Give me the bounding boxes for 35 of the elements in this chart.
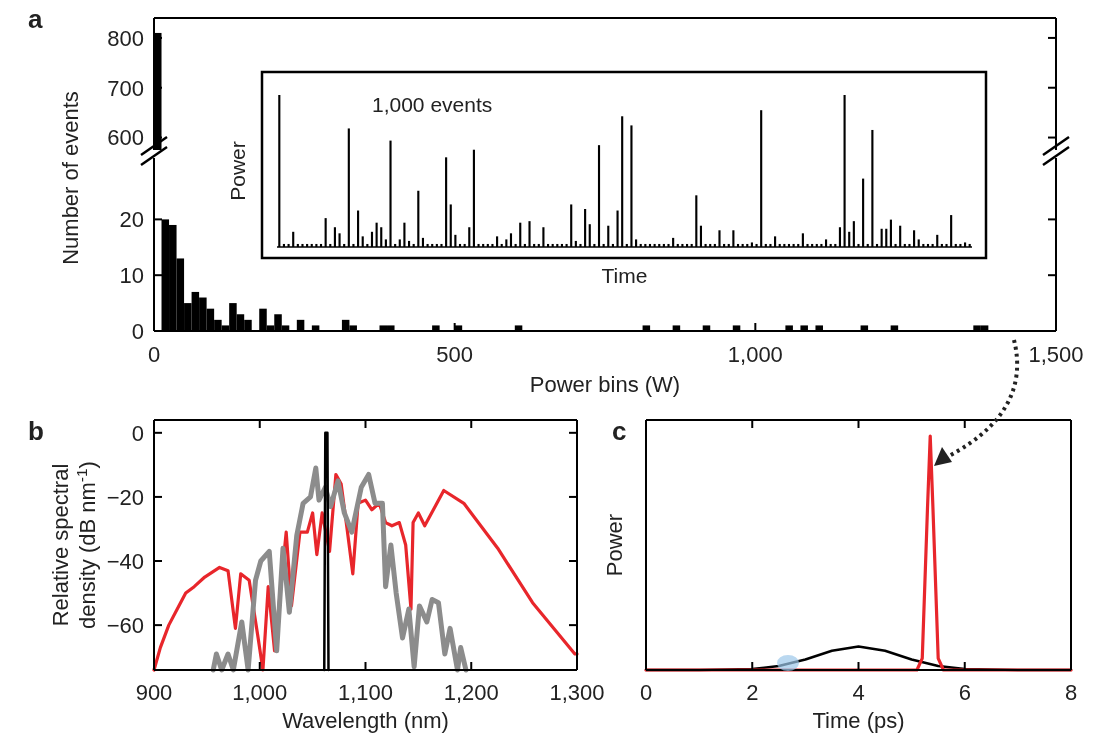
x-tick-label: 1,500	[1028, 342, 1084, 367]
x-tick-label: 1,000	[232, 680, 288, 705]
x-tick-label: 1,000	[727, 342, 783, 367]
y-tick-label: 600	[107, 125, 144, 151]
y-tick-label: −60	[106, 613, 144, 639]
y-tick-label: 20	[119, 207, 144, 233]
x-axis-title: Wavelength (nm)	[282, 708, 449, 733]
x-tick-label: 0	[147, 342, 161, 367]
y-axis-title: Number of events	[58, 91, 83, 265]
x-tick-label: 0	[639, 680, 653, 705]
y-tick-label: 700	[107, 75, 144, 101]
x-tick-label: 2	[746, 680, 759, 705]
x-tick-label: 1,300	[549, 680, 605, 705]
y-tick-label: 0	[131, 318, 144, 344]
x-tick-label: 1,100	[337, 680, 394, 705]
chart-title: b	[28, 416, 44, 446]
x-tick-label: 6	[958, 680, 971, 705]
x-tick-label: 500	[436, 342, 474, 367]
x-tick-label: 4	[852, 680, 865, 705]
annotation: 1,000 events	[372, 93, 493, 116]
y-tick-label: −20	[106, 484, 144, 510]
y-tick-label: −40	[106, 548, 144, 574]
y-axis-title: Power	[226, 141, 249, 201]
x-tick-label: 8	[1064, 680, 1078, 705]
x-tick-label: 1,200	[443, 680, 499, 705]
x-axis-title: Power bins (W)	[529, 372, 681, 397]
chart-title: c	[612, 416, 627, 446]
x-axis-title: Time	[601, 264, 648, 287]
y-tick-label: 0	[131, 420, 144, 446]
y-tick-label: 10	[119, 263, 144, 289]
y-tick-label: 800	[107, 25, 144, 51]
chart-title: a	[28, 4, 43, 34]
y-axis-title: Power	[602, 513, 627, 577]
x-axis-title: Time (ps)	[812, 708, 905, 733]
x-tick-label: 900	[135, 680, 173, 705]
